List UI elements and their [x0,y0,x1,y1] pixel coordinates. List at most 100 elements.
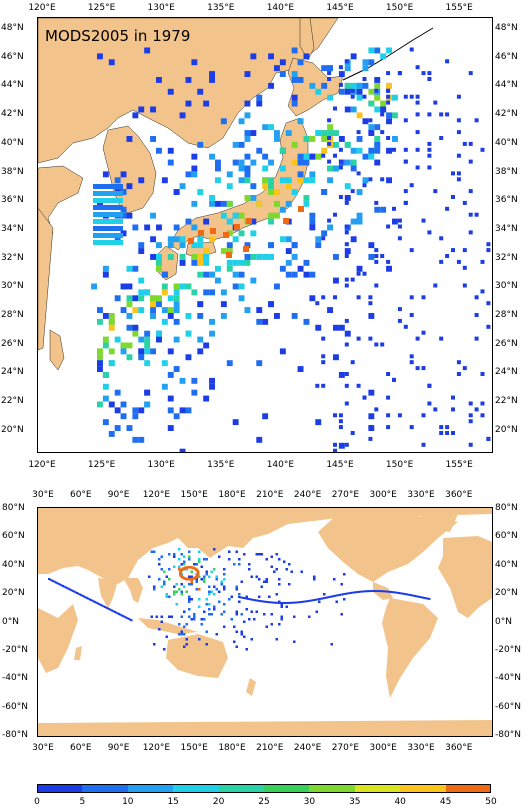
data-cell [350,431,355,435]
data-cell [173,307,180,313]
data-cell [250,130,257,136]
data-cell [238,118,245,125]
lat-tick-label: 36°N [1,195,24,206]
land-kuril [342,27,434,81]
data-cell [427,401,432,406]
data-cell [240,630,243,633]
data-cell [209,318,215,325]
data-cell [114,389,121,396]
data-cell [368,295,373,300]
data-cell [93,184,98,189]
data-cell [185,566,188,569]
data-cell [353,591,356,594]
data-cell [445,206,450,211]
data-cell [462,283,467,288]
data-cell [409,47,414,52]
data-cell [268,601,271,604]
data-cell [344,383,349,388]
data-cell [315,88,322,95]
data-cell [173,189,180,195]
data-cell [368,389,375,396]
data-cell [480,147,485,152]
lat-tick-label: 28°N [495,310,518,320]
data-cell [378,590,381,593]
data-cell [115,611,118,614]
data-cell [291,242,298,249]
data-cell [245,595,248,598]
data-cell [208,575,211,578]
data-cell [350,591,352,594]
data-cell [113,198,118,203]
data-cell [386,413,391,418]
data-cell [223,610,226,613]
data-cell [386,259,391,264]
data-cell [144,330,151,337]
land-china-north [38,18,339,164]
data-cell [52,580,55,583]
data-cell [297,59,304,66]
data-cell [228,558,231,561]
data-cell [167,425,174,431]
data-cell [213,568,216,571]
data-cell [118,198,123,203]
data-cell [250,575,253,578]
data-cell [451,195,455,199]
data-cell [161,307,168,313]
land-europe-africa-east [438,536,492,618]
data-cell [421,442,426,447]
lon-tick-label: 155°E [445,460,473,470]
data-cell [474,336,479,341]
land-southeast-asia [123,578,143,603]
data-cell [415,112,420,117]
data-cell [118,212,123,217]
data-cell [179,259,186,266]
data-cell [118,226,123,231]
land-japan-hokkaido [287,57,344,117]
data-cell [132,324,139,331]
data-cell [468,230,473,235]
data-cell [344,224,349,229]
data-cell [254,599,256,602]
data-cell [185,330,192,337]
data-cell [98,603,101,606]
data-cell [321,230,328,237]
data-cell [256,307,263,313]
data-cell [374,47,381,54]
data-cell [185,354,192,361]
data-cell [308,615,311,618]
data-cell [138,354,145,361]
data-cell [210,570,213,573]
data-cell [250,230,257,237]
data-cell [445,254,450,258]
data-cell [291,47,298,54]
data-cell [256,147,263,154]
data-cell [190,598,193,601]
data-cell [338,413,343,418]
data-cell [256,200,263,207]
lon-tick-label: 120°E [142,490,171,500]
data-cell [126,313,133,319]
data-cell [335,600,338,603]
data-cell [409,248,414,253]
data-cell [321,189,328,195]
data-cell [238,600,241,603]
data-cell [220,212,227,219]
data-cell [183,555,186,558]
data-cell [321,354,326,359]
data-cell [340,613,343,616]
data-cell [60,584,63,587]
data-cell [191,200,198,207]
data-cell [297,177,304,184]
lon-tick-label: 130°E [147,460,175,470]
data-cell [114,336,121,343]
data-cell [150,313,156,319]
data-cell [167,313,174,319]
data-cell [368,177,373,182]
data-cell [462,248,467,253]
data-cell [468,413,473,418]
data-cell [138,106,145,113]
data-cell [165,575,168,578]
data-cell [179,183,186,190]
data-cell [445,59,450,64]
data-cell [167,159,174,166]
